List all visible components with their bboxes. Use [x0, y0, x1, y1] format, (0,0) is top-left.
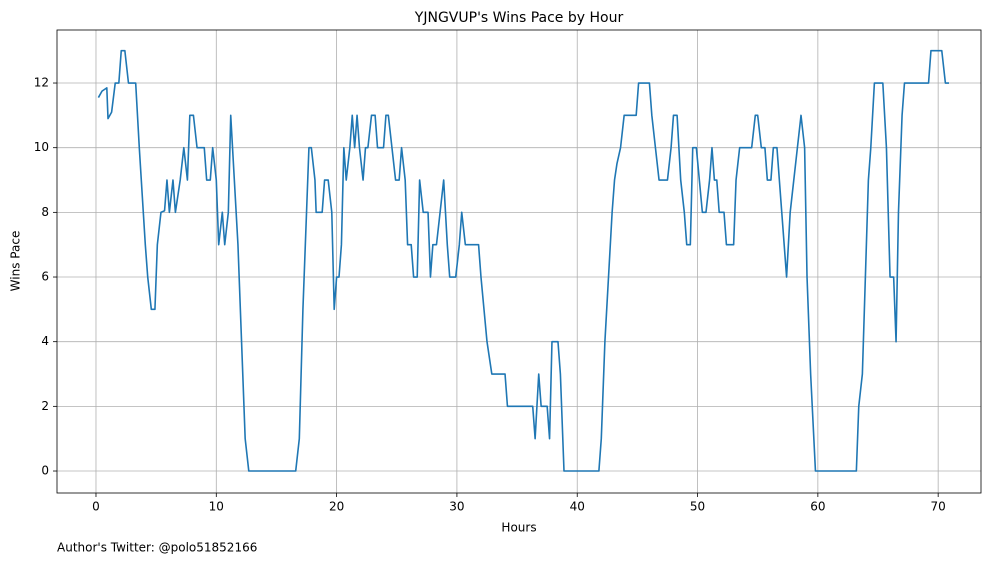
x-tick-label: 30	[449, 500, 464, 514]
data-line	[97, 49, 949, 472]
x-axis-label: Hours	[501, 521, 536, 535]
y-tick-label: 0	[41, 464, 49, 478]
y-tick-label: 2	[41, 399, 49, 413]
x-tick-label: 70	[931, 500, 946, 514]
x-tick-label: 0	[92, 500, 100, 514]
x-tick-label: 40	[570, 500, 585, 514]
y-tick-label: 8	[41, 205, 49, 219]
x-tick-label: 20	[329, 500, 344, 514]
x-tick-label: 10	[209, 500, 224, 514]
y-tick-label: 10	[34, 140, 49, 154]
y-tick-label: 6	[41, 270, 49, 284]
y-axis-label: Wins Pace	[9, 231, 23, 292]
plot-frame	[56, 29, 982, 494]
x-tick-label: 50	[690, 500, 705, 514]
x-tick-label: 60	[810, 500, 825, 514]
y-tick-label: 4	[41, 334, 49, 348]
chart-title: YJNGVUP's Wins Pace by Hour	[414, 10, 624, 26]
footnote: Author's Twitter: @polo51852166	[57, 541, 257, 555]
y-tick-label: 12	[34, 76, 49, 90]
